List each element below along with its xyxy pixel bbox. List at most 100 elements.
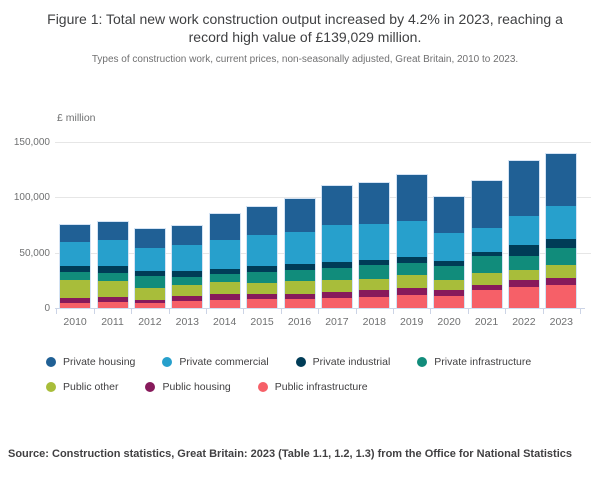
- bar-segment-private-industrial: [60, 266, 91, 273]
- x-axis-label-2021: 2021: [474, 316, 499, 328]
- x-axis-label-2013: 2013: [175, 316, 199, 328]
- bar-segment-private-housing: [508, 161, 539, 216]
- y-tick-label: 150,000: [13, 137, 50, 148]
- bar-segment-public-other: [508, 269, 539, 280]
- x-axis-label-2012: 2012: [138, 316, 162, 328]
- x-axis-label-2020: 2020: [437, 316, 461, 328]
- bar-segment-private-industrial: [284, 264, 315, 271]
- bar-segment-public-infrastructure: [321, 298, 352, 308]
- bar-segment-private-industrial: [247, 265, 278, 273]
- legend-dot-icon: [257, 382, 268, 392]
- bar-segment-private-industrial: [434, 260, 465, 267]
- bar-segment-private-infrastructure: [546, 248, 577, 265]
- bar-segment-private-commercial: [97, 240, 128, 267]
- bar-segment-private-commercial: [546, 205, 577, 239]
- bar-segment-public-housing: [546, 278, 577, 285]
- bar-segment-public-other: [134, 287, 165, 300]
- x-axis-label-2023: 2023: [549, 316, 573, 328]
- chart-legend: Private housing Private commercial Private…: [46, 356, 558, 406]
- bar-segment-private-infrastructure: [396, 262, 427, 276]
- x-axis-label-2018: 2018: [362, 316, 386, 328]
- legend-label: Private industrial: [312, 356, 391, 368]
- bar-segment-public-housing: [359, 289, 390, 298]
- bar-segment-public-housing: [284, 293, 315, 299]
- bar-2015: [247, 206, 278, 308]
- bar-segment-private-industrial: [508, 245, 539, 257]
- x-axis-tick: [393, 309, 394, 314]
- bar-segment-private-housing: [284, 198, 315, 232]
- bar-2013: [172, 225, 203, 308]
- bar-segment-public-infrastructure: [60, 303, 91, 308]
- bar-segment-public-housing: [60, 297, 91, 304]
- bar-segment-public-infrastructure: [508, 287, 539, 308]
- bar-segment-public-infrastructure: [284, 298, 315, 308]
- bar-segment-private-infrastructure: [97, 273, 128, 281]
- x-axis-label-2016: 2016: [287, 316, 312, 328]
- bar-segment-public-other: [172, 284, 203, 297]
- bar-segment-public-infrastructure: [97, 302, 128, 308]
- bar-segment-private-housing: [471, 180, 502, 228]
- bar-segment-public-housing: [508, 279, 539, 288]
- x-axis-label-2011: 2011: [101, 316, 124, 328]
- bar-segment-private-housing: [172, 225, 203, 246]
- x-axis-tick: [467, 309, 469, 314]
- y-tick-label: 50,000: [19, 247, 50, 259]
- x-axis-tick: [280, 309, 282, 314]
- bar-segment-private-infrastructure: [172, 277, 203, 285]
- legend-item-public-infrastructure: Public infrastructure: [257, 381, 368, 393]
- bar-segment-public-infrastructure: [134, 303, 165, 308]
- x-axis-tick: [131, 309, 133, 314]
- bar-segment-private-housing: [359, 183, 390, 224]
- bar-segment-private-industrial: [359, 259, 390, 266]
- bar-segment-private-commercial: [508, 215, 539, 246]
- bar-segment-public-other: [209, 282, 240, 294]
- bar-segment-public-infrastructure: [209, 299, 240, 308]
- legend-item-public-housing: Public housing: [145, 381, 231, 393]
- x-axis-label-2015: 2015: [250, 316, 274, 328]
- x-axis-tick: [355, 309, 357, 314]
- legend-item-private-commercial: Private commercial: [162, 356, 269, 368]
- bar-segment-public-infrastructure: [546, 284, 577, 308]
- bar-segment-private-infrastructure: [60, 272, 91, 281]
- x-axis-label-2014: 2014: [213, 316, 237, 328]
- bar-2022: [508, 161, 539, 308]
- bar-segment-private-commercial: [396, 221, 427, 257]
- bar-segment-private-commercial: [434, 233, 465, 261]
- bar-segment-public-other: [321, 279, 352, 293]
- bar-segment-private-infrastructure: [134, 276, 165, 288]
- bar-segment-public-infrastructure: [434, 296, 465, 308]
- bar-segment-public-other: [247, 282, 278, 294]
- bar-2018: [359, 183, 390, 308]
- y-tick-label: 100,000: [13, 192, 50, 204]
- bar-segment-public-other: [284, 281, 315, 294]
- legend-dot-icon: [417, 357, 428, 367]
- x-axis-line: [55, 308, 585, 309]
- bar-segment-private-infrastructure: [508, 256, 539, 270]
- bar-segment-private-industrial: [97, 266, 128, 274]
- bar-segment-private-housing: [60, 225, 91, 242]
- bar-segment-private-housing: [97, 222, 128, 241]
- x-axis-tick: [430, 309, 432, 314]
- bar-segment-public-housing: [134, 299, 165, 304]
- chart-subtitle: Types of construction work, current pric…: [91, 53, 519, 65]
- bar-segment-private-commercial: [172, 245, 203, 271]
- bar-segment-public-infrastructure: [471, 290, 502, 308]
- y-tick-label: 0: [44, 303, 50, 314]
- bar-2010: [60, 225, 91, 308]
- bar-segment-public-other: [396, 275, 427, 288]
- legend-item-private-housing: Private housing: [46, 356, 135, 368]
- bar-segment-private-industrial: [209, 268, 240, 275]
- bar-segment-private-industrial: [471, 252, 502, 257]
- bar-segment-private-commercial: [134, 247, 165, 272]
- bar-2014: [209, 214, 240, 308]
- bar-segment-private-commercial: [247, 235, 278, 266]
- bar-segment-private-housing: [434, 196, 465, 234]
- bar-2019: [396, 175, 427, 308]
- bar-2016: [284, 198, 315, 308]
- x-axis-label-2010: 2010: [63, 316, 87, 328]
- x-axis-tick: [168, 309, 170, 314]
- bar-segment-private-infrastructure: [321, 267, 352, 280]
- bar-segment-private-infrastructure: [471, 256, 502, 274]
- x-axis-tick: [505, 309, 507, 314]
